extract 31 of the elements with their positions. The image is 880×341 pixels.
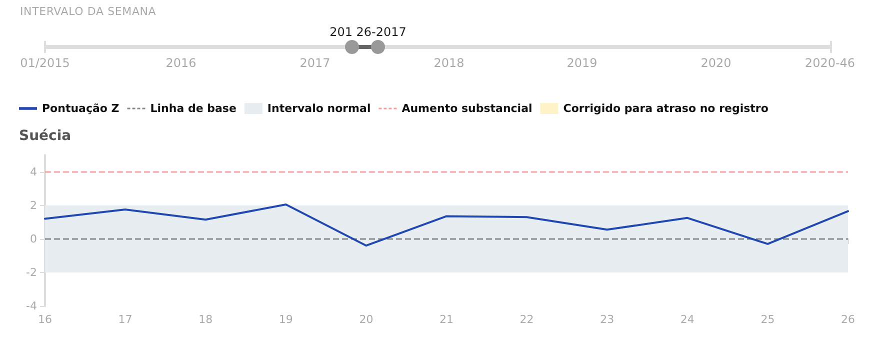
x-tick-label: 16	[38, 313, 52, 326]
y-tick-label: -4	[26, 300, 37, 312]
x-tick-label: 20	[359, 313, 374, 326]
x-tick-label: 22	[520, 313, 534, 326]
legend-label: Corrigido para atraso no registro	[563, 102, 769, 115]
y-tick-label: -2	[26, 266, 37, 279]
x-tick-label: 19	[278, 313, 293, 326]
text: 2017	[300, 56, 330, 70]
text: 2020-46	[804, 56, 856, 70]
x-tick-label: 23	[600, 313, 614, 326]
legend-label: Linha de base	[150, 102, 236, 115]
x-tick-label: 24	[680, 313, 694, 326]
text: 2020	[700, 56, 732, 70]
chart-title: Suécia	[19, 128, 72, 144]
y-tick-label: 0	[30, 232, 37, 246]
x-tick-label: 17	[118, 313, 132, 326]
text: 201 26-2017	[330, 25, 406, 39]
legend-label: Pontuação Z	[42, 102, 120, 115]
x-tick-label: 18	[198, 313, 213, 326]
x-tick-label: 26	[841, 313, 855, 326]
text: 01/2015	[20, 56, 70, 70]
legend-label: Aumento substancial	[402, 102, 532, 115]
text: 2016	[166, 56, 196, 70]
x-tick-label: 21	[440, 313, 454, 326]
text: 2019	[566, 56, 598, 70]
text: 2018	[434, 56, 464, 70]
y-tick-label: 2	[30, 198, 37, 212]
x-tick-label: 25	[760, 313, 775, 326]
legend-label: Intervalo normal	[267, 102, 371, 115]
y-tick-label: 4	[30, 165, 37, 178]
text: INTERVALO DA SEMANA	[20, 5, 156, 18]
